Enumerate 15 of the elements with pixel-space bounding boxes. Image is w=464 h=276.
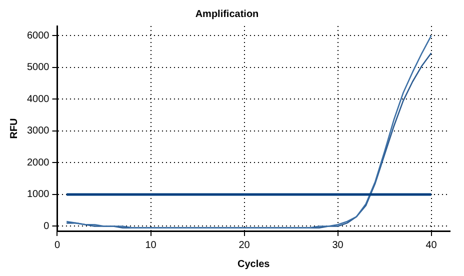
x-tick-label: 40 — [426, 240, 438, 251]
y-tick-label: 4000 — [26, 94, 50, 105]
y-tick-label: 3000 — [26, 126, 50, 137]
x-tick-label: 0 — [54, 240, 60, 251]
y-tick-label: 0 — [44, 220, 50, 232]
y-axis-title: RFU — [8, 118, 20, 139]
x-axis-title: Cycles — [238, 258, 270, 270]
y-tick-label: 2000 — [26, 157, 50, 168]
y-tick-label: 6000 — [26, 30, 50, 42]
x-tick-label: 30 — [332, 240, 344, 251]
y-tick-label: 1000 — [26, 189, 50, 200]
x-tick-label: 10 — [145, 240, 157, 251]
chart-title: Amplification — [195, 8, 259, 20]
y-tick-label: 5000 — [26, 62, 50, 74]
x-tick-label: 20 — [238, 240, 250, 251]
